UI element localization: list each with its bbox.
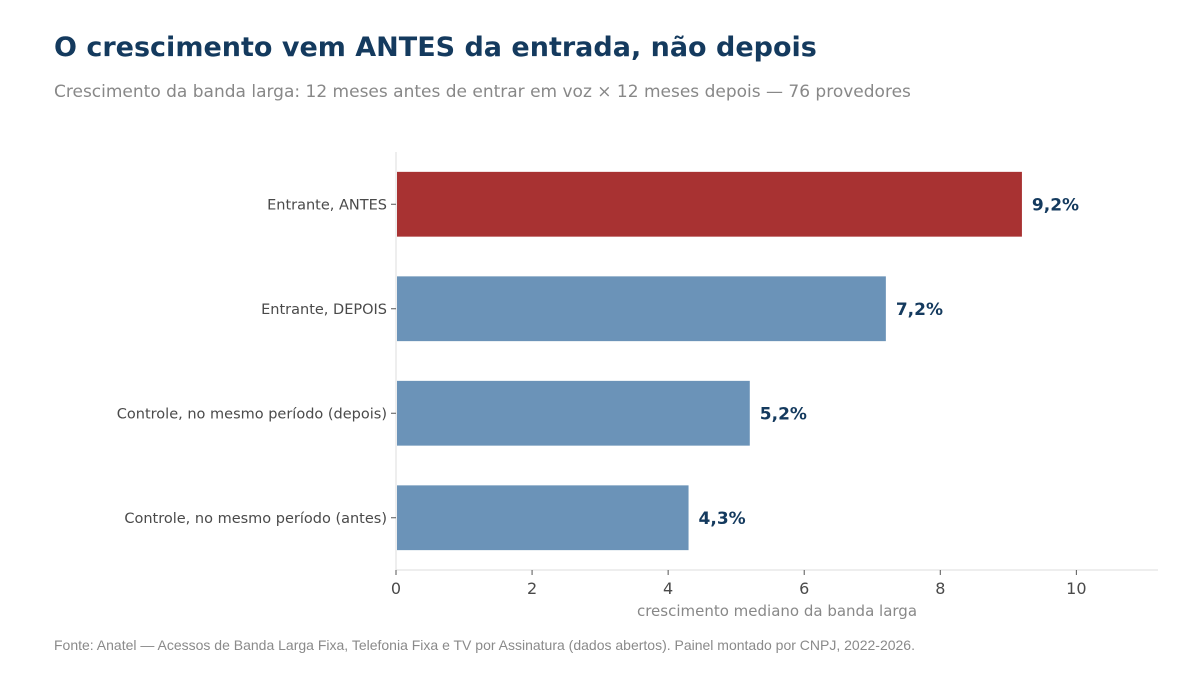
bar [397, 276, 886, 342]
x-tick-label: 0 [391, 579, 401, 598]
value-label: 9,2% [1032, 195, 1079, 215]
value-label: 5,2% [760, 404, 807, 424]
x-tick-label: 8 [935, 579, 945, 598]
x-tick-label: 6 [799, 579, 809, 598]
chart-title: O crescimento vem ANTES da entrada, não … [54, 32, 817, 63]
bar [397, 171, 1022, 237]
bars [397, 171, 1022, 551]
chart-subtitle: Crescimento da banda larga: 12 meses ant… [54, 82, 911, 102]
x-tick-label: 10 [1066, 579, 1086, 598]
category-label: Entrante, DEPOIS [261, 302, 387, 318]
labels: Entrante, ANTES 9,2% Entrante, DEPOIS 7,2% C… [117, 195, 1079, 529]
value-label: 7,2% [896, 300, 943, 320]
bar [397, 380, 750, 446]
x-tick-label: 2 [527, 579, 537, 598]
bar [397, 485, 689, 551]
category-label: Controle, no mesmo período (antes) [124, 511, 387, 527]
x-tick-label: 4 [663, 579, 673, 598]
value-label: 4,3% [699, 509, 746, 529]
category-label: Controle, no mesmo período (depois) [117, 406, 387, 422]
x-axis-label: crescimento mediano da banda larga [637, 602, 917, 620]
axes: 0 2 4 6 8 10 [391, 152, 1158, 598]
source-note: Fonte: Anatel — Acessos de Banda Larga F… [54, 637, 915, 653]
category-label: Entrante, ANTES [267, 197, 387, 213]
